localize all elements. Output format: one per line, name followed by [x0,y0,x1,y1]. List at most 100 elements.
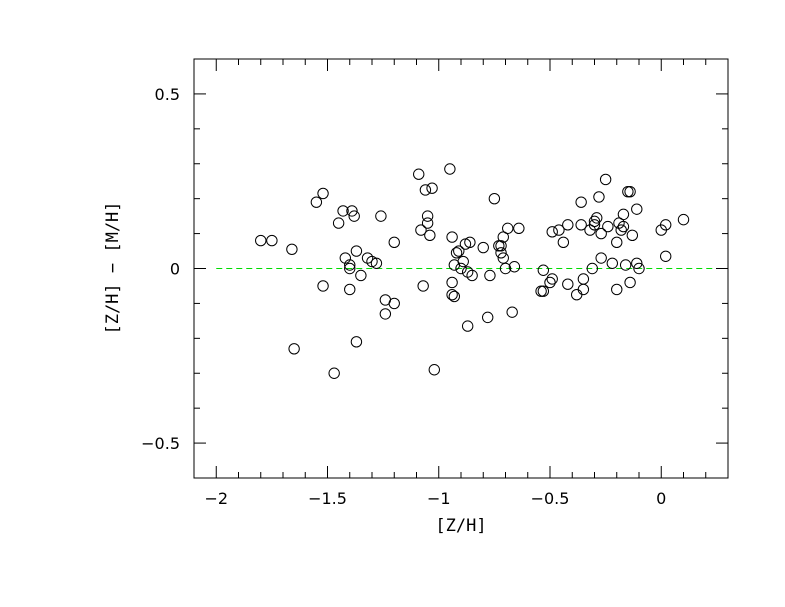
data-point [557,236,570,249]
data-point [413,168,425,180]
data-point [631,257,643,269]
data-point [611,283,623,296]
data-point [575,196,587,208]
data-point [450,247,463,259]
data-point [417,280,429,292]
data-point [428,364,440,376]
data-point [346,205,358,217]
data-point [424,229,436,242]
data-point [286,243,298,255]
data-point [562,219,574,231]
data-point [595,227,607,240]
data-point [350,245,363,257]
data-point [624,185,636,198]
data-point [619,259,632,271]
data-point [591,212,603,224]
data-point [615,224,627,236]
data-point [508,261,521,273]
data-point [266,234,278,247]
data-point [370,257,383,269]
x-axis-title: [Z/H] [435,516,486,536]
data-point [255,234,267,247]
data-point [577,283,590,296]
data-point [631,203,643,215]
x-tick-label: −2 [204,489,228,508]
data-point [461,320,474,332]
data-point [611,236,623,249]
data-point [602,220,614,233]
data-point [660,219,672,231]
data-point [499,262,512,275]
data-point [466,269,478,282]
data-point [595,252,607,264]
data-point [317,187,329,200]
data-point [599,173,612,186]
data-point [337,205,349,217]
data-point [537,264,550,276]
data-point [477,241,489,254]
data-point [677,213,690,226]
data-point [415,224,427,236]
data-points [255,163,690,379]
data-point [495,240,507,252]
axis-ticks [193,58,729,478]
data-point [421,217,434,229]
data-point [535,285,547,297]
data-point [633,262,645,275]
x-tick-label: −1 [427,489,451,508]
data-point [344,262,356,275]
data-point [502,222,514,235]
data-point [513,222,525,235]
data-point [537,285,550,297]
data-point [453,245,465,257]
x-tick-label: 0 [656,489,666,508]
data-point [375,210,387,222]
data-point [586,262,598,275]
data-point [482,311,494,324]
data-point [617,208,630,221]
data-point [421,210,434,222]
data-point [344,283,356,296]
data-point [577,273,590,285]
data-point [495,247,507,259]
x-tick-label: −0.5 [531,489,570,508]
data-point [388,297,400,310]
data-point [484,269,496,282]
x-tick-label: −1.5 [308,489,347,508]
data-point [606,257,618,269]
data-point [426,182,438,194]
data-point [310,196,323,208]
y-tick-label: −0.5 [141,434,180,453]
data-point [388,236,400,249]
data-point [332,217,345,229]
data-point [379,308,392,320]
data-point [419,184,432,196]
data-point [546,273,558,285]
data-point [348,210,360,222]
data-point [553,224,565,236]
data-point [575,219,587,231]
data-point [593,191,605,203]
data-point [455,262,467,275]
data-point [355,269,367,282]
data-point [497,252,509,264]
data-point [571,288,583,301]
data-point [546,226,558,238]
data-point [588,219,601,231]
data-point [617,220,630,233]
data-point [622,185,634,198]
data-point [506,306,518,318]
data-point [624,276,636,289]
data-point [446,231,458,243]
data-point [448,290,461,303]
data-point [457,255,469,268]
data-point [446,276,458,289]
data-point [660,250,672,262]
data-point [350,336,363,348]
data-point [328,367,340,379]
data-point [288,343,300,355]
data-point [446,288,458,301]
y-axis-title: [Z/H] − [M/H] [103,201,123,334]
data-point [626,229,639,242]
